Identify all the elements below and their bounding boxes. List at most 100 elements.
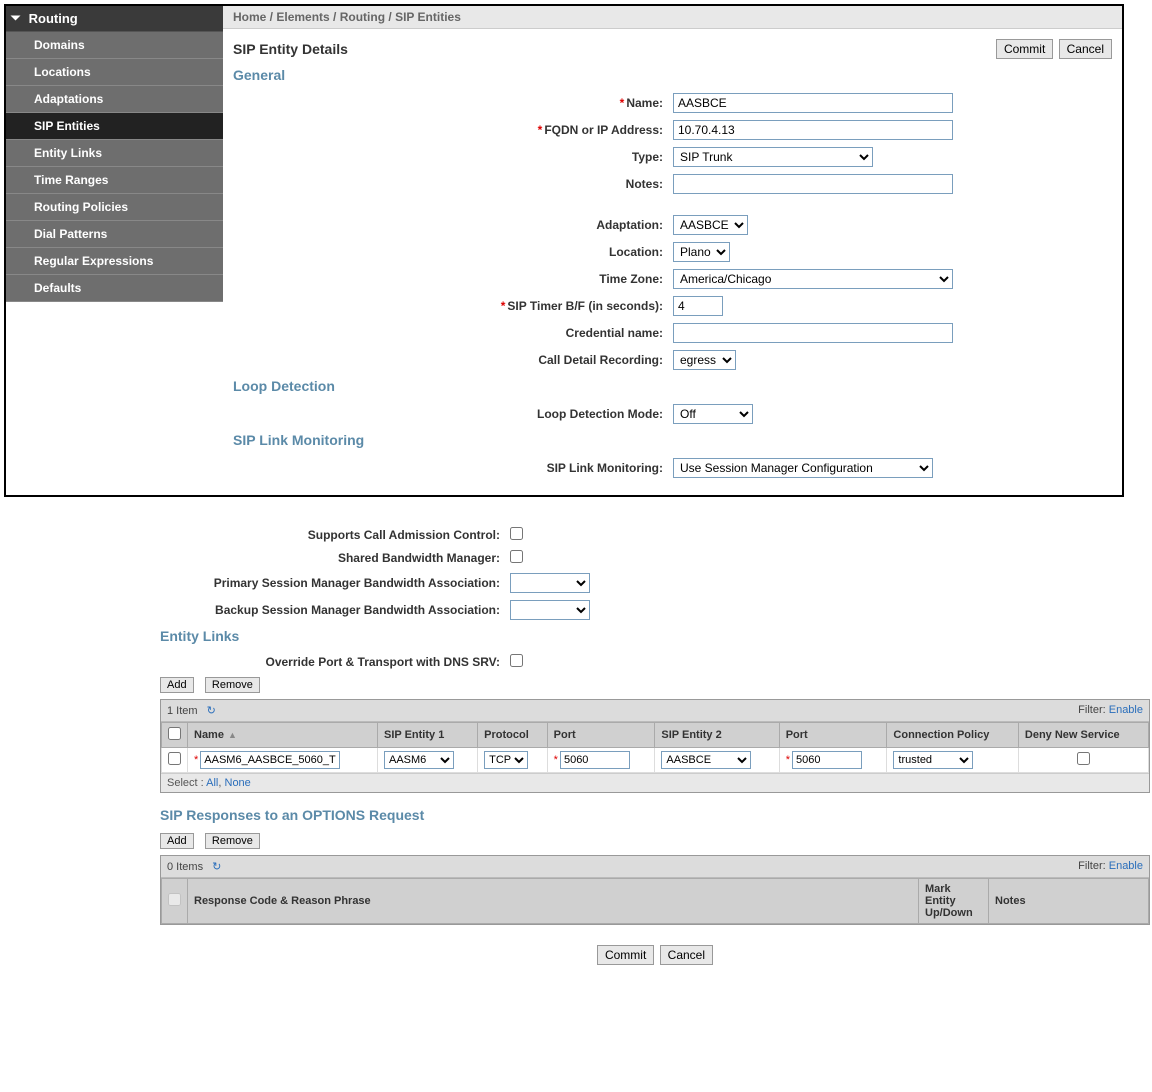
siplinkmon-label: SIP Link Monitoring: xyxy=(547,461,663,475)
filter-label-2: Filter: xyxy=(1078,860,1106,872)
sidebar-item-entity-links[interactable]: Entity Links xyxy=(6,140,223,167)
row-policy-select[interactable]: trusted xyxy=(893,751,973,769)
siplinkmon-select[interactable]: Use Session Manager Configuration xyxy=(673,458,933,478)
section-general: General xyxy=(233,67,1112,83)
row-sip1-select[interactable]: AASM6 xyxy=(384,751,454,769)
siptimer-input[interactable] xyxy=(673,296,723,316)
column-header[interactable]: Port xyxy=(779,723,887,748)
select-label: Select : xyxy=(167,777,204,789)
column-header[interactable] xyxy=(162,879,188,924)
location-label: Location: xyxy=(609,245,663,259)
notes-input[interactable] xyxy=(673,174,953,194)
timezone-select[interactable]: America/Chicago xyxy=(673,269,953,289)
column-header[interactable] xyxy=(162,723,188,748)
backupsm-select[interactable] xyxy=(510,600,590,620)
siptimer-label: SIP Timer B/F (in seconds): xyxy=(507,299,663,313)
type-select[interactable]: SIP Trunk xyxy=(673,147,873,167)
primarysm-select[interactable] xyxy=(510,573,590,593)
table-row: * AASM6 TCP * AASBCE * trusted xyxy=(162,748,1149,773)
location-select[interactable]: Plano xyxy=(673,242,730,262)
section-loop: Loop Detection xyxy=(233,378,1112,394)
commit-button-bottom[interactable]: Commit xyxy=(597,945,654,965)
breadcrumb: Home / Elements / Routing / SIP Entities xyxy=(223,6,1122,29)
column-header[interactable]: Notes xyxy=(989,879,1149,924)
adaptation-label: Adaptation: xyxy=(596,218,663,232)
filter-label: Filter: xyxy=(1078,704,1106,716)
select-none-link[interactable]: None xyxy=(225,777,251,789)
sidebar-item-defaults[interactable]: Defaults xyxy=(6,275,223,302)
remove-entitylink-button[interactable]: Remove xyxy=(205,677,260,693)
section-sipresp: SIP Responses to an OPTIONS Request xyxy=(160,807,1150,823)
sidebar-item-locations[interactable]: Locations xyxy=(6,59,223,86)
override-checkbox[interactable] xyxy=(510,654,523,667)
commit-button-top[interactable]: Commit xyxy=(996,39,1053,59)
row-port2-input[interactable] xyxy=(792,751,862,769)
main-content: Home / Elements / Routing / SIP Entities… xyxy=(223,6,1122,495)
cdr-label: Call Detail Recording: xyxy=(538,353,663,367)
name-label: Name: xyxy=(626,96,663,110)
fqdn-input[interactable] xyxy=(673,120,953,140)
entity-links-table: 1 Item ↻ Filter: Enable Name▲SIP Entity … xyxy=(160,699,1150,793)
add-entitylink-button[interactable]: Add xyxy=(160,677,194,693)
options-table: 0 Items ↻ Filter: Enable Response Code &… xyxy=(160,855,1150,925)
row-checkbox[interactable] xyxy=(168,752,181,765)
select-all-link[interactable]: All xyxy=(206,777,218,789)
remove-sipresp-button[interactable]: Remove xyxy=(205,833,260,849)
sidebar-item-sip-entities[interactable]: SIP Entities xyxy=(6,113,223,140)
column-header[interactable]: Connection Policy xyxy=(887,723,1018,748)
filter-enable-link-2[interactable]: Enable xyxy=(1109,860,1143,872)
name-input[interactable] xyxy=(673,93,953,113)
cdr-select[interactable]: egress xyxy=(673,350,736,370)
sidebar-item-time-ranges[interactable]: Time Ranges xyxy=(6,167,223,194)
primarysm-label: Primary Session Manager Bandwidth Associ… xyxy=(214,576,500,590)
column-header[interactable]: Mark Entity Up/Down xyxy=(919,879,989,924)
row-sip2-select[interactable]: AASBCE xyxy=(661,751,751,769)
cac-checkbox[interactable] xyxy=(510,527,523,540)
row-deny-checkbox[interactable] xyxy=(1077,752,1090,765)
cac-label: Supports Call Admission Control: xyxy=(308,528,500,542)
sidebar-item-regular-expressions[interactable]: Regular Expressions xyxy=(6,248,223,275)
select-all-checkbox[interactable] xyxy=(168,727,181,740)
sidebar-header[interactable]: Routing xyxy=(6,6,223,32)
sharedbw-checkbox[interactable] xyxy=(510,550,523,563)
loopmode-label: Loop Detection Mode: xyxy=(537,407,663,421)
refresh-icon[interactable]: ↻ xyxy=(207,705,216,717)
credname-label: Credential name: xyxy=(566,326,663,340)
breadcrumb-link[interactable]: SIP Entities xyxy=(395,10,461,24)
loopmode-select[interactable]: Off xyxy=(673,404,753,424)
add-sipresp-button[interactable]: Add xyxy=(160,833,194,849)
sidebar-item-routing-policies[interactable]: Routing Policies xyxy=(6,194,223,221)
options-count: 0 Items xyxy=(167,861,203,873)
row-port1-input[interactable] xyxy=(560,751,630,769)
sidebar-item-domains[interactable]: Domains xyxy=(6,32,223,59)
breadcrumb-link[interactable]: Elements xyxy=(276,10,329,24)
column-header[interactable]: SIP Entity 2 xyxy=(655,723,779,748)
sidebar-item-adaptations[interactable]: Adaptations xyxy=(6,86,223,113)
column-header[interactable]: Name▲ xyxy=(188,723,378,748)
override-label: Override Port & Transport with DNS SRV: xyxy=(266,655,501,669)
notes-label: Notes: xyxy=(626,177,663,191)
adaptation-select[interactable]: AASBCE xyxy=(673,215,748,235)
breadcrumb-link[interactable]: Routing xyxy=(340,10,385,24)
section-siplink: SIP Link Monitoring xyxy=(233,432,1112,448)
backupsm-label: Backup Session Manager Bandwidth Associa… xyxy=(215,603,500,617)
breadcrumb-link[interactable]: Home xyxy=(233,10,266,24)
credname-input[interactable] xyxy=(673,323,953,343)
column-header[interactable]: Protocol xyxy=(478,723,548,748)
column-header[interactable]: Response Code & Reason Phrase xyxy=(188,879,919,924)
select-all-checkbox-2 xyxy=(168,893,181,906)
sidebar-item-dial-patterns[interactable]: Dial Patterns xyxy=(6,221,223,248)
row-protocol-select[interactable]: TCP xyxy=(484,751,528,769)
column-header[interactable]: Port xyxy=(547,723,655,748)
filter-enable-link[interactable]: Enable xyxy=(1109,704,1143,716)
cancel-button-top[interactable]: Cancel xyxy=(1059,39,1112,59)
sidebar: Routing DomainsLocationsAdaptationsSIP E… xyxy=(6,6,223,495)
column-header[interactable]: SIP Entity 1 xyxy=(378,723,478,748)
refresh-icon-2[interactable]: ↻ xyxy=(212,861,221,873)
fqdn-label: FQDN or IP Address: xyxy=(544,123,663,137)
row-name-input[interactable] xyxy=(200,751,340,769)
type-label: Type: xyxy=(632,150,663,164)
column-header[interactable]: Deny New Service xyxy=(1018,723,1148,748)
entitylinks-count: 1 Item xyxy=(167,705,198,717)
cancel-button-bottom[interactable]: Cancel xyxy=(660,945,713,965)
